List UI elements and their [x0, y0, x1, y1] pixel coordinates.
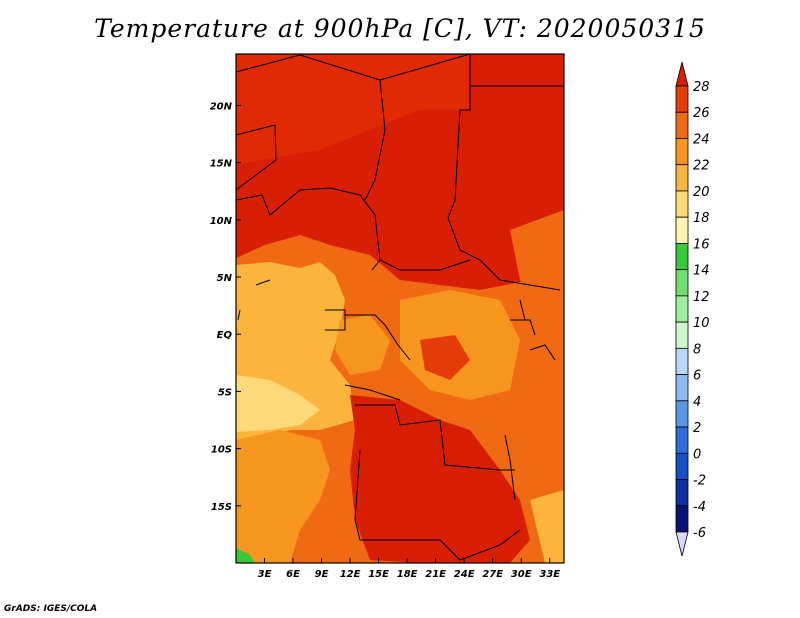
colorbar-label: 0: [693, 447, 701, 462]
x-tick-label: 30E: [511, 569, 532, 580]
x-tick-label: 27E: [482, 569, 503, 580]
colorbar-label: 12: [693, 290, 710, 305]
colorbar-label: 28: [693, 80, 710, 95]
colorbar-bottom-triangle: [675, 531, 689, 557]
x-tick-label: 9E: [315, 569, 329, 580]
country-borders: [235, 53, 564, 561]
y-tick-label: 10N: [210, 216, 233, 227]
y-tick-label: EQ: [217, 330, 233, 341]
colorbar-bin: [675, 269, 689, 297]
colorbar-bin: [675, 138, 689, 166]
x-tick-label: 3E: [258, 569, 272, 580]
y-tick-label: 5N: [217, 273, 233, 284]
colorbar-label: 22: [693, 159, 710, 174]
colorbar-bin: [675, 452, 689, 480]
colorbar-label: 2: [693, 421, 701, 436]
colorbar-label: 6: [693, 369, 701, 384]
x-tick-label: 18E: [397, 569, 418, 580]
y-tick-label: 15N: [210, 159, 233, 170]
colorbar-label: 24: [693, 132, 710, 147]
colorbar-label: 14: [693, 264, 710, 279]
y-tick-label: 5S: [218, 387, 232, 398]
x-tick-label: 33E: [539, 569, 560, 580]
colorbar-bin: [675, 321, 689, 349]
y-axis: 20N 15N 10N 5N EQ 5S 10S 15S: [210, 101, 241, 513]
colorbar-bin: [675, 374, 689, 402]
x-tick-label: 12E: [340, 569, 361, 580]
x-tick-label: 24E: [454, 569, 475, 580]
colorbar-label: 10: [693, 316, 710, 331]
colorbar-label: 4: [693, 395, 701, 410]
x-tick-label: 6E: [286, 569, 300, 580]
colorbar-label: -6: [693, 526, 706, 541]
colorbar-bin: [675, 243, 689, 271]
colorbar-bin: [675, 479, 689, 507]
colorbar-bin: [675, 164, 689, 192]
colorbar-bin: [675, 505, 689, 533]
x-tick-label: 15E: [368, 569, 389, 580]
map-title: Temperature at 900hPa [C], VT: 202005031…: [94, 14, 706, 43]
colorbar-label: -2: [693, 474, 706, 489]
x-tick-label: 21E: [425, 569, 446, 580]
colorbar-label: 26: [693, 106, 710, 121]
y-tick-label: 15S: [211, 502, 232, 513]
colorbar-bin: [675, 216, 689, 244]
colorbar-bin: [675, 347, 689, 375]
colorbar-bin: [675, 400, 689, 428]
map-frame: [235, 53, 565, 564]
y-tick-label: 10S: [211, 445, 232, 456]
colorbar-bin: [675, 111, 689, 139]
colorbar-label: 18: [693, 211, 710, 226]
colorbar-label: 16: [693, 237, 710, 252]
colorbar-bin: [675, 295, 689, 323]
colorbar-label: 20: [693, 185, 710, 200]
grads-credit: GrADS: IGES/COLA: [4, 604, 98, 614]
colorbar-top-triangle: [675, 61, 689, 87]
temperature-field: [236, 54, 564, 563]
x-axis: 3E 6E 9E 12E 15E 18E 21E 24E 27E 30E 33E: [258, 558, 560, 580]
colorbar-label: -4: [693, 500, 706, 515]
y-tick-label: 20N: [210, 101, 233, 112]
colorbar-bin: [675, 85, 689, 113]
colorbar-bin: [675, 426, 689, 454]
colorbar-bin: [675, 190, 689, 218]
colorbar-label: 8: [693, 342, 701, 357]
